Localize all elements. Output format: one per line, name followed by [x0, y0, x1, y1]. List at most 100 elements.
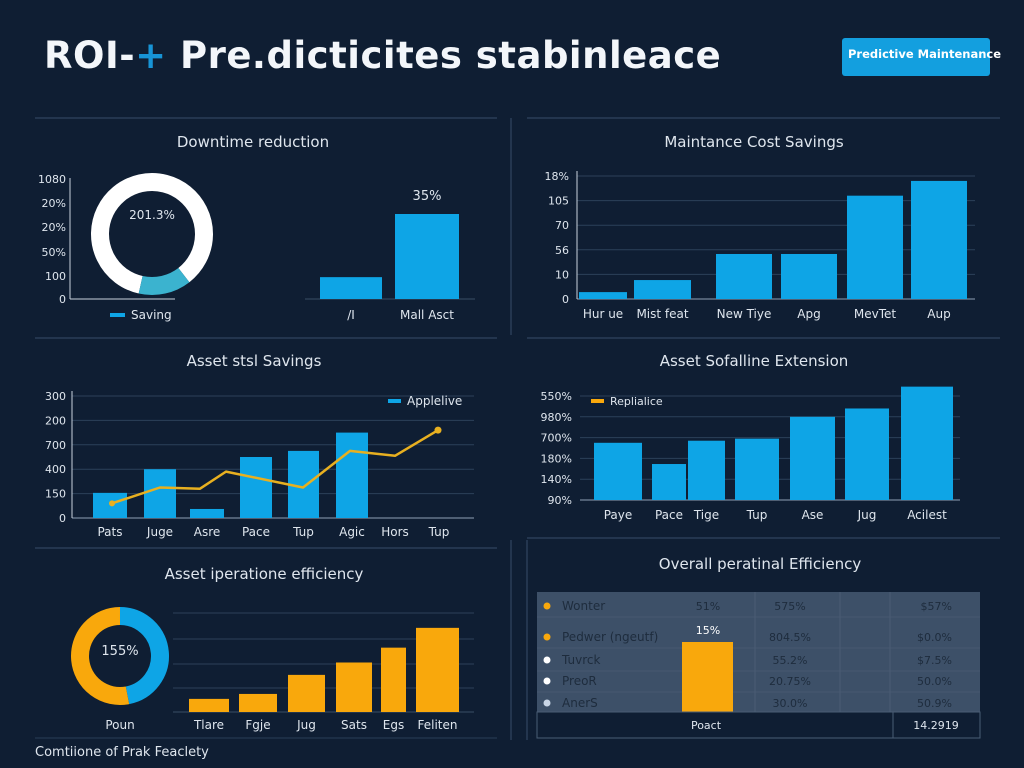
y-tick-label: 20%	[42, 197, 66, 210]
bar-pace	[240, 457, 272, 518]
title-part1: ROI-	[44, 34, 136, 77]
x-tick-label: Hors	[381, 525, 409, 539]
row-dot	[543, 633, 551, 641]
x-tick-label: Tup	[746, 508, 768, 522]
y-tick-label: 200	[45, 414, 66, 427]
bar-0	[320, 277, 382, 299]
bar-jug	[845, 408, 889, 500]
legend-swatch-applelive	[388, 399, 401, 403]
table-cell-value: 50.0%	[917, 675, 952, 688]
bar-ase	[790, 416, 835, 500]
bar-aup	[911, 180, 967, 299]
bar-fgje	[239, 693, 277, 712]
x-tick-label: Pace	[655, 508, 683, 522]
y-tick-label: 100	[45, 270, 66, 283]
table-cell-value: $7.5%	[917, 654, 952, 667]
table-cell-value: 30.0%	[773, 697, 808, 710]
panel-title-downtime: Downtime reduction	[177, 133, 329, 151]
bar-tlare	[189, 698, 229, 712]
y-tick-label: 1080	[38, 173, 66, 186]
y-tick-label: 90%	[548, 494, 572, 507]
bar-acilest	[901, 386, 953, 500]
table-cell-name: Pedwer (ngeutf)	[562, 630, 658, 644]
y-tick-label: 150	[45, 488, 66, 501]
y-tick-label: 70	[555, 219, 569, 232]
table-cell-value: 51%	[696, 600, 720, 613]
y-tick-label: 180%	[541, 452, 572, 465]
legend-swatch-saving	[110, 313, 125, 317]
bar-mist-feat	[634, 280, 691, 299]
panel-title-lifetime: Asset Sofalline Extension	[660, 352, 849, 370]
legend-label-saving: Saving	[131, 308, 172, 322]
table-cell-value: 50.9%	[917, 697, 952, 710]
trend-point-start	[109, 500, 115, 507]
bar-1	[395, 214, 459, 299]
footer-caption: Comtiione of Prak Feaclety	[35, 745, 209, 760]
bar-tup	[735, 438, 779, 500]
y-tick-label: 700%	[541, 432, 572, 445]
page-title: ROI-+ Pre.dicticites stabinleace	[44, 34, 721, 77]
table-cell-name: PreoR	[562, 674, 597, 688]
x-tick-label: Paye	[604, 508, 633, 522]
bar-sats	[336, 662, 372, 712]
donut-label: Poun	[105, 718, 134, 732]
efficiency-bar	[682, 642, 733, 712]
x-tick-label: Pace	[242, 525, 270, 539]
y-tick-label: 700	[45, 439, 66, 452]
bar-pace	[652, 464, 686, 500]
x-tick-label: Asre	[194, 525, 221, 539]
row-dot	[543, 677, 551, 685]
x-tick-label: Aup	[927, 307, 950, 321]
row-dot	[543, 602, 551, 610]
panel-title-operation: Asset iperatione efficiency	[165, 565, 364, 583]
legend-label-replialice: Replialice	[610, 395, 663, 408]
row-dot	[543, 699, 551, 707]
panel-title-overall: Overall peratinal Efficiency	[659, 555, 862, 573]
table-cell-value: $57%	[921, 600, 952, 613]
table-footer-label: Poact	[691, 719, 722, 732]
x-tick-label: Jug	[857, 508, 877, 522]
predictive-maintenance-badge[interactable]: Predictive Maintenance	[842, 38, 1001, 76]
y-tick-label: 18%	[545, 170, 569, 183]
table-cell-name: Wonter	[562, 599, 605, 613]
x-tick-label: Apg	[797, 307, 820, 321]
y-tick-label: 980%	[541, 411, 572, 424]
title-part2: Pre.dicticites stabinleace	[166, 34, 722, 77]
bar-jug	[288, 674, 325, 712]
x-tick-label: Feliten	[418, 718, 458, 732]
bar-value-label: 35%	[413, 189, 442, 204]
trend-line	[111, 429, 439, 505]
table-cell-value: 55.2%	[773, 654, 808, 667]
row-dot	[543, 656, 551, 664]
operation-donut-segment-1	[71, 607, 130, 705]
bar-juge	[144, 469, 176, 518]
bar-tige	[688, 440, 725, 500]
y-tick-label: 0	[562, 293, 569, 306]
bar-mevtet	[847, 195, 903, 299]
x-tick-label: Tlare	[193, 718, 224, 732]
y-tick-label: 20%	[42, 221, 66, 234]
table-cell-name: Tuvrck	[561, 653, 600, 667]
x-tick-label: Tup	[428, 525, 450, 539]
table-cell-value: 804.5%	[769, 631, 811, 644]
x-tick-label: Agic	[339, 525, 365, 539]
downtime-donut-segment-1	[138, 267, 190, 295]
table-cell-name: AnerS	[562, 696, 598, 710]
bar-hur-ue	[579, 292, 627, 299]
x-tick-label: Tige	[693, 508, 719, 522]
x-tick-label: Jug	[296, 718, 316, 732]
x-tick-label: Egs	[383, 718, 404, 732]
x-tick-label: Sats	[341, 718, 367, 732]
trend-point-end	[434, 426, 442, 434]
bar-egs	[381, 647, 406, 712]
y-tick-label: 50%	[42, 246, 66, 259]
table-cell-value: 575%	[774, 600, 805, 613]
x-tick-label: Tup	[292, 525, 314, 539]
panel-title-maintenance: Maintance Cost Savings	[664, 133, 844, 151]
table-cell-value: 15%	[696, 624, 720, 637]
bar-feliten	[416, 627, 459, 712]
y-tick-label: 550%	[541, 390, 572, 403]
y-tick-label: 140%	[541, 473, 572, 486]
title-plus: +	[135, 34, 167, 77]
